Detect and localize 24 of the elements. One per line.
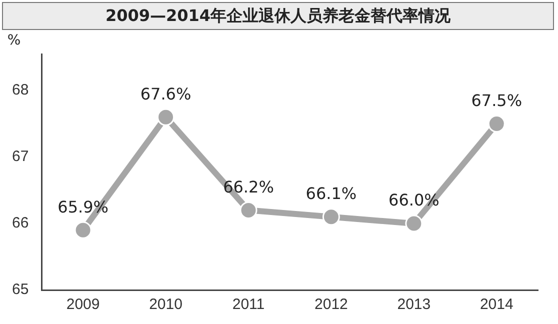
data-label: 65.9% [58, 197, 108, 216]
point [488, 115, 506, 133]
x-tick-label: 2009 [66, 296, 100, 314]
point [157, 108, 175, 126]
data-label: 67.6% [140, 84, 192, 104]
y-tick-label: 67 [12, 148, 29, 166]
data-label: 67.5% [471, 90, 522, 110]
x-tick-label: 2013 [397, 296, 431, 314]
point [74, 221, 92, 239]
point [322, 208, 340, 226]
data-label: 66.0% [388, 190, 440, 210]
x-tick-label: 2014 [480, 296, 514, 314]
chart-title: 2009—2014年企业退休人员养老金替代率情况 [2, 2, 554, 30]
y-tick-label: 65 [12, 281, 29, 298]
x-tick-label: 2010 [149, 296, 182, 314]
point [240, 201, 258, 219]
y-tick-label: 68 [12, 82, 29, 99]
y-axis-title: % [7, 32, 21, 49]
y-tick-label: 66 [12, 214, 29, 232]
data-label: 66.1% [306, 184, 357, 204]
x-tick-label: 2011 [232, 296, 265, 314]
x-tick-label: 2012 [314, 296, 348, 314]
point [405, 214, 423, 232]
data-label: 66.2% [223, 177, 274, 196]
